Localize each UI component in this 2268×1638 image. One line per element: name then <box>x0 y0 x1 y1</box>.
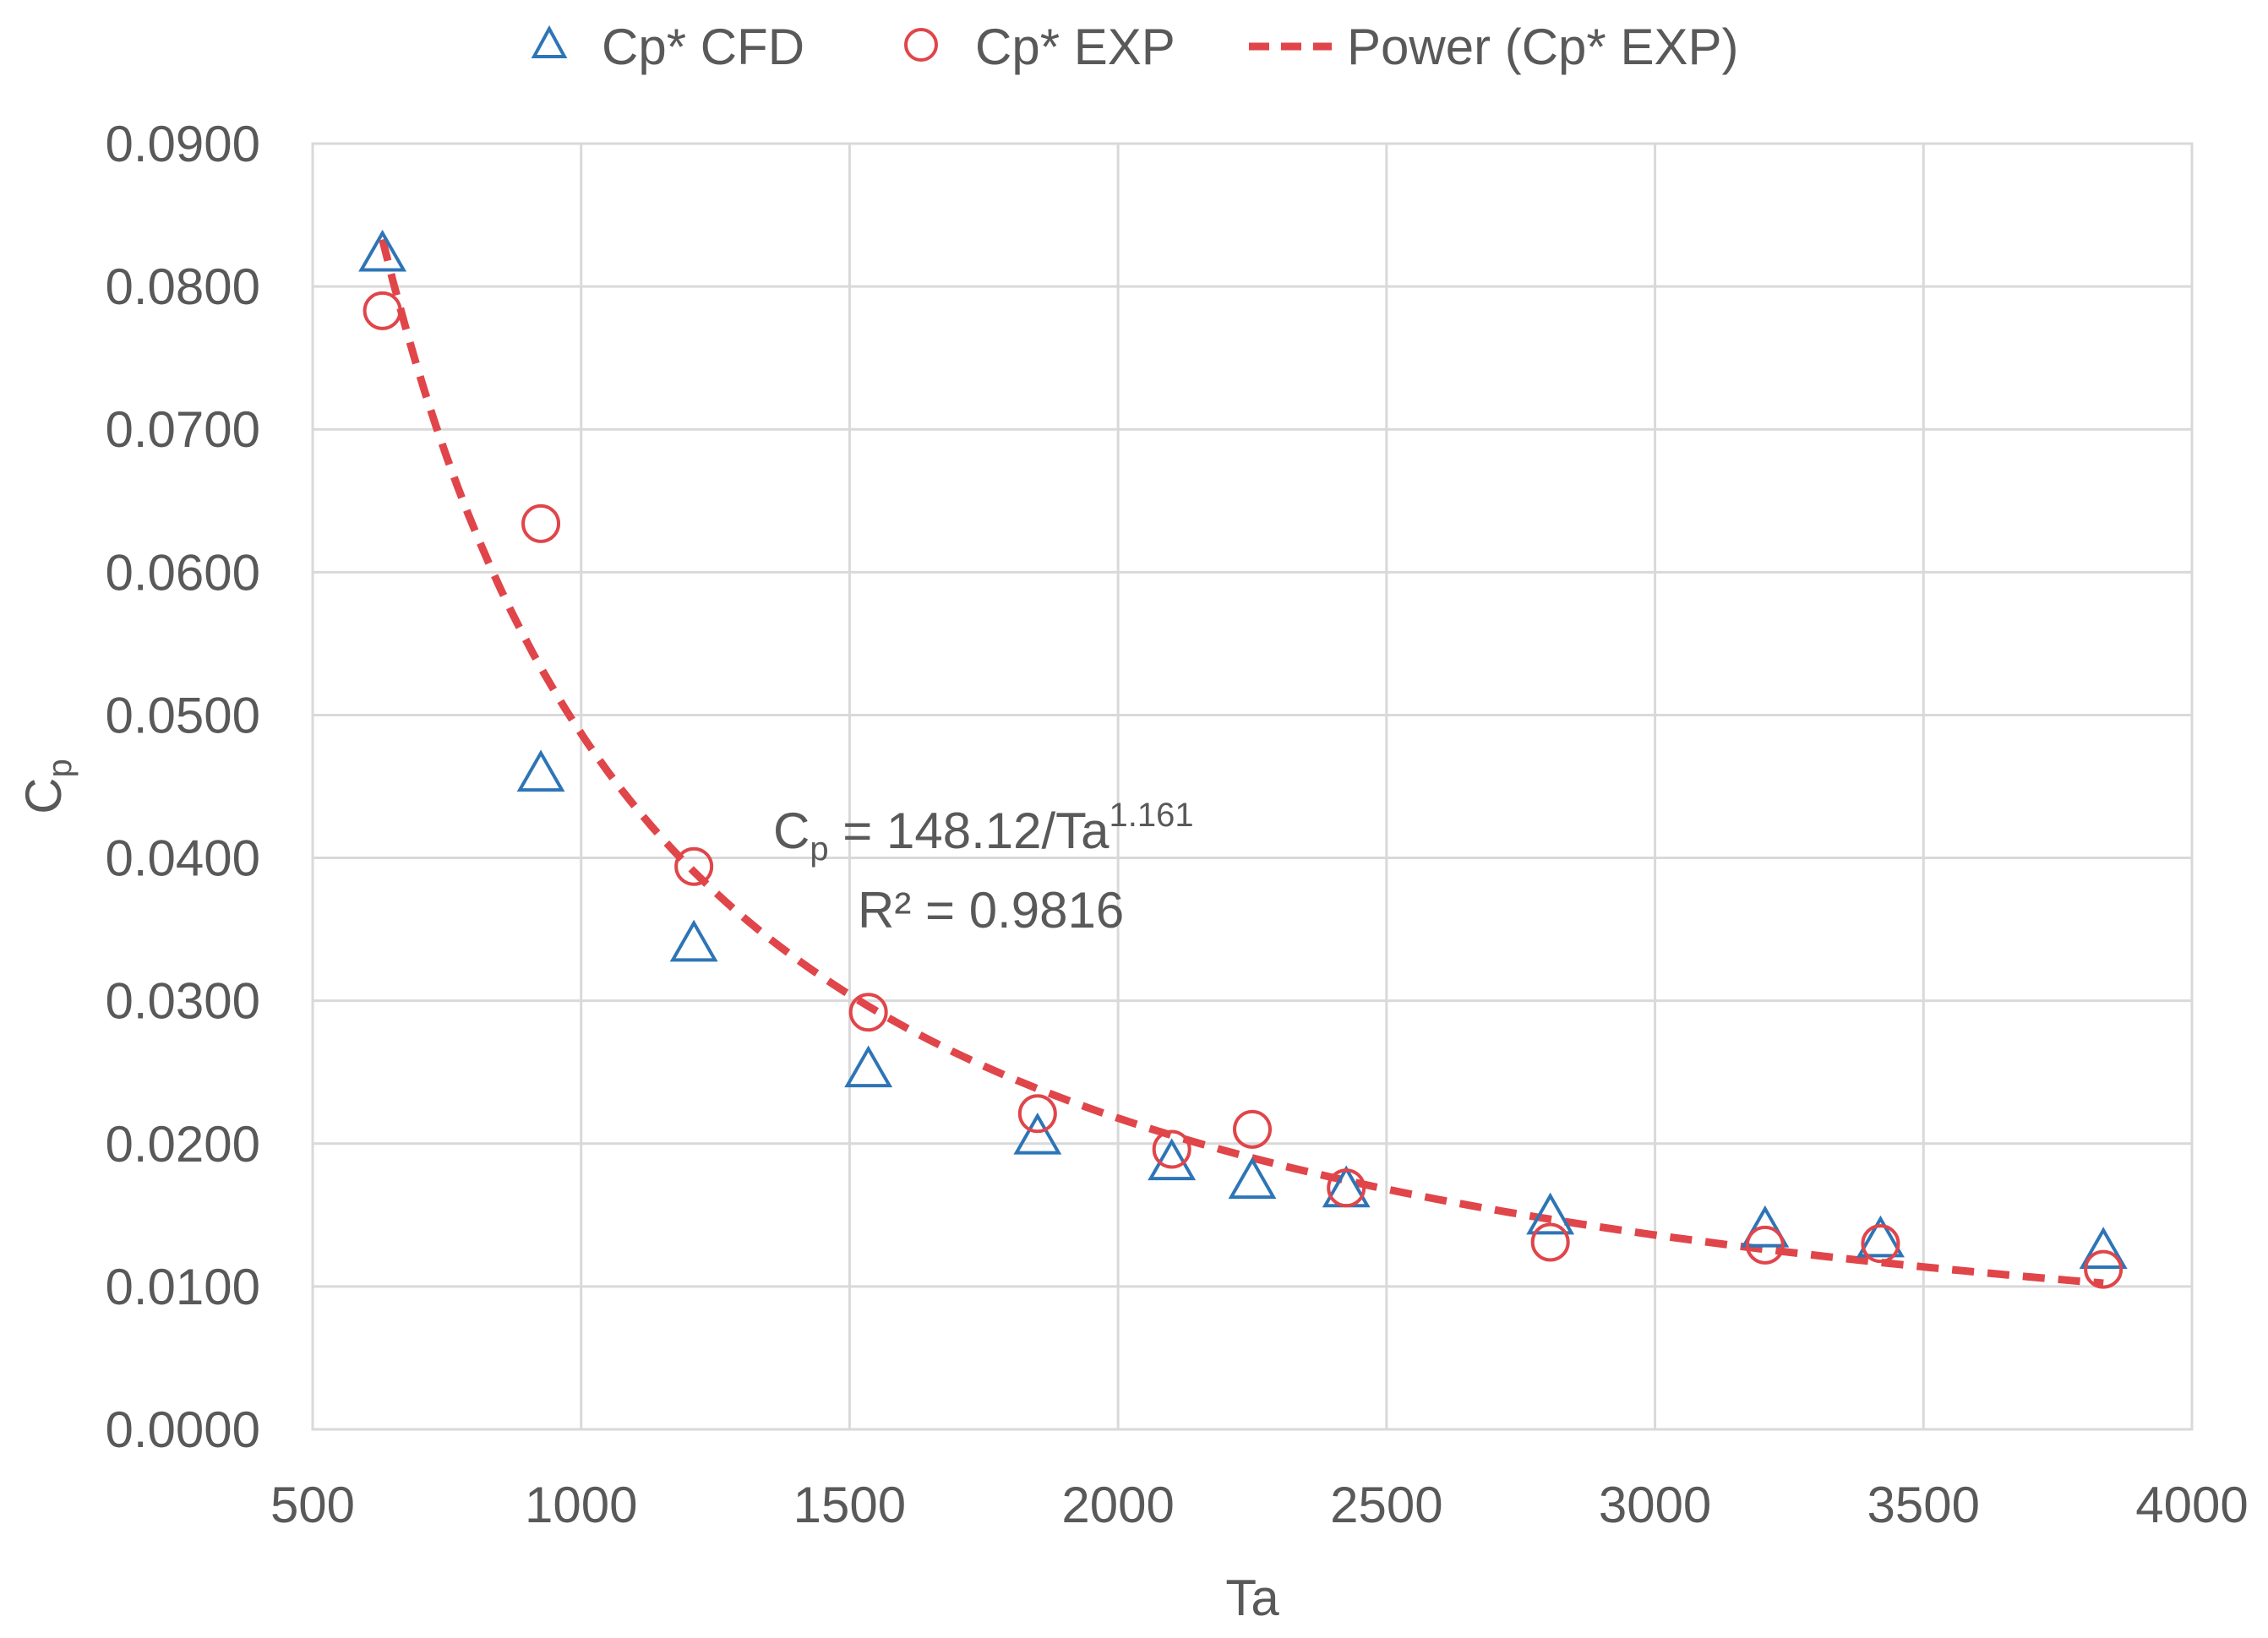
cfd-point-triangle <box>1526 1192 1575 1235</box>
cfd-point-triangle <box>1013 1112 1062 1155</box>
series-cp-exp <box>363 291 2124 1289</box>
x-tick-label: 4000 <box>2135 1477 2248 1533</box>
legend-label-exp: Cp* EXP <box>975 19 1175 75</box>
x-axis-title: Ta <box>1225 1570 1279 1626</box>
series-cp-cfd <box>358 229 2128 1269</box>
y-tick-label: 0.0200 <box>105 1116 260 1173</box>
cfd-point-triangle <box>1228 1156 1277 1200</box>
cfd-point-triangle <box>358 229 407 272</box>
y-axis-title-sub: p <box>41 759 79 777</box>
fit-equation-rhs: = 148.12/Ta <box>829 803 1110 859</box>
y-tick-label: 0.0800 <box>105 258 260 315</box>
x-tick-label: 500 <box>270 1477 355 1533</box>
fit-equation-lhs-sub: p <box>810 830 828 868</box>
y-tick-label: 0.0500 <box>105 687 260 743</box>
exp-point-circle <box>2084 1249 2124 1289</box>
x-tick-label: 2000 <box>1061 1477 1174 1533</box>
cfd-point-triangle <box>669 919 718 962</box>
exp-point-circle <box>1745 1225 1785 1265</box>
exp-point-circle <box>1530 1222 1570 1262</box>
legend-circle-icon <box>904 28 938 62</box>
y-tick-label: 0.0400 <box>105 830 260 887</box>
x-tick-label: 2500 <box>1330 1477 1442 1533</box>
y-axis-ticks: 0.0000 0.0100 0.0200 0.0300 0.0400 0.0500 0.06… <box>105 116 260 1458</box>
fit-equation-exponent: 1.161 <box>1109 797 1194 834</box>
y-tick-label: 0.0000 <box>105 1401 260 1458</box>
fit-r-squared: R² = 0.9816 <box>858 882 1124 939</box>
exp-point-circle <box>1327 1168 1366 1208</box>
cfd-point-triangle <box>516 749 565 792</box>
fit-equation: Cp = 148.12/Ta1.161 <box>773 797 1194 868</box>
y-tick-label: 0.0600 <box>105 544 260 601</box>
exp-point-circle <box>848 993 888 1032</box>
power-fit-line <box>379 238 2104 1287</box>
exp-point-circle <box>674 846 714 886</box>
x-tick-label: 3500 <box>1867 1477 1980 1533</box>
plot-area <box>311 142 2194 1431</box>
legend-label-cfd: Cp* CFD <box>602 19 804 75</box>
x-tick-label: 1500 <box>793 1477 906 1533</box>
x-tick-label: 3000 <box>1599 1477 1711 1533</box>
cfd-point-triangle <box>1148 1138 1197 1181</box>
grid-lines <box>313 142 2192 1429</box>
exp-point-circle <box>1233 1109 1272 1149</box>
exp-point-circle <box>1152 1129 1191 1169</box>
cfd-point-triangle <box>844 1045 893 1088</box>
y-tick-label: 0.0100 <box>105 1259 260 1315</box>
y-axis-title-main: C <box>15 777 72 814</box>
y-tick-label: 0.0300 <box>105 973 260 1030</box>
legend-triangle-icon <box>531 24 568 58</box>
y-axis-title: Cp <box>15 759 79 814</box>
y-tick-label: 0.0700 <box>105 401 260 458</box>
x-axis-ticks: 500 1000 1500 2000 2500 3000 3500 4000 <box>270 1477 2249 1533</box>
cfd-point-triangle <box>1856 1215 1905 1258</box>
fit-equation-lhs-main: C <box>773 803 810 859</box>
exp-point-circle <box>1861 1224 1900 1264</box>
exp-point-circle <box>1017 1094 1057 1134</box>
exp-point-circle <box>521 503 561 543</box>
svg-text:Cp: Cp <box>15 759 79 814</box>
y-tick-label: 0.0900 <box>105 116 260 172</box>
cfd-point-triangle <box>2079 1227 2128 1269</box>
legend-label-power: Power (Cp* EXP) <box>1347 19 1738 75</box>
legend: Cp* CFD Cp* EXP Power (Cp* EXP) <box>531 19 1738 75</box>
cfd-point-triangle <box>1741 1205 1790 1248</box>
x-tick-label: 1000 <box>525 1477 637 1533</box>
exp-point-circle <box>363 291 402 330</box>
